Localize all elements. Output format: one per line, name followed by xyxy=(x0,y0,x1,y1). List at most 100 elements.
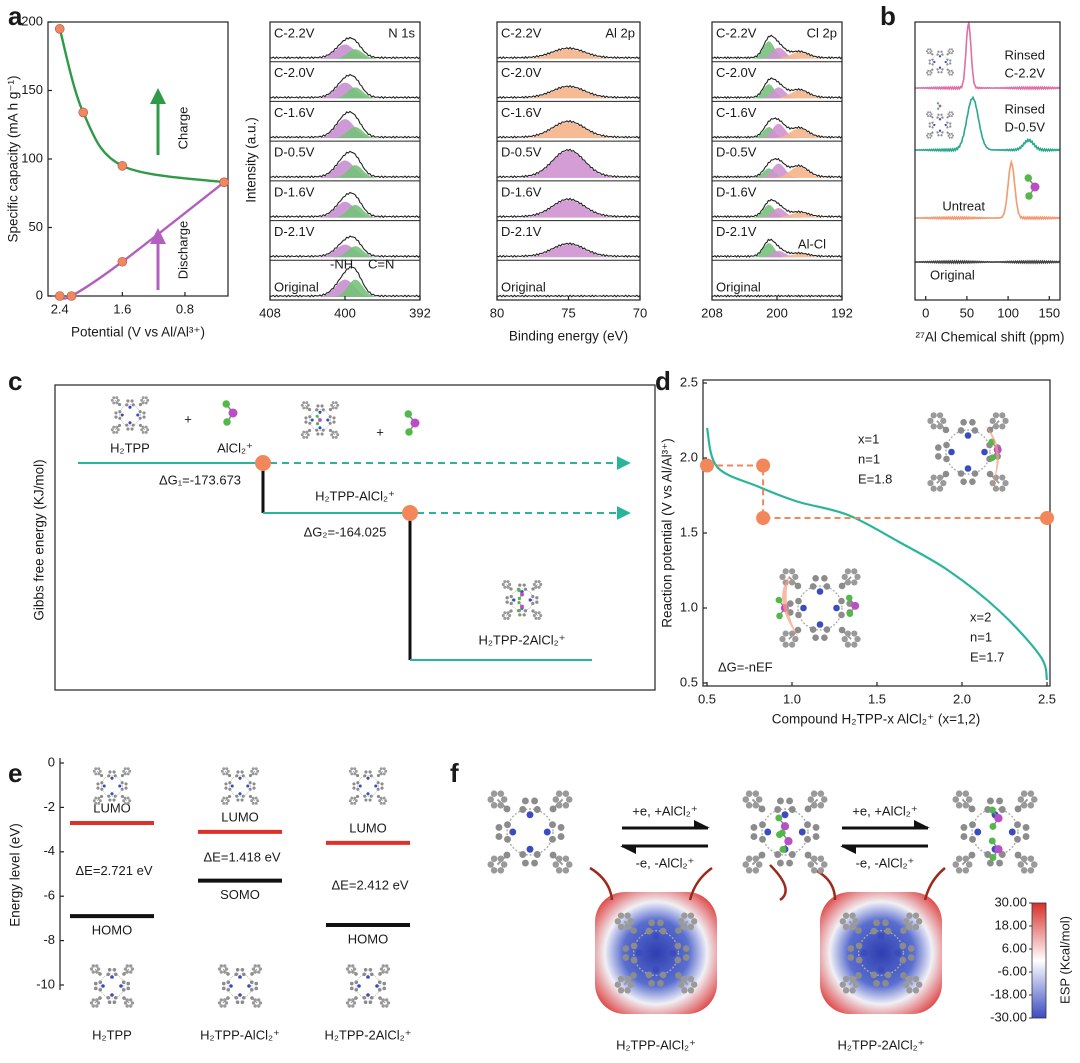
x-tick-label: 1.0 xyxy=(783,691,801,706)
fit-component xyxy=(270,127,420,139)
colorbar-tick-label: 6.00 xyxy=(1002,940,1027,955)
marker xyxy=(700,458,714,473)
annotation: E=1.8 xyxy=(858,471,892,486)
row-label: C-2.0V xyxy=(716,65,757,80)
species-label: AlCl₂⁺ xyxy=(217,440,253,455)
row-label: C-2.0V xyxy=(274,65,315,80)
annotation: -NH xyxy=(330,256,353,271)
annotation: n=1 xyxy=(970,629,992,644)
marker xyxy=(117,256,128,267)
swoosh xyxy=(985,425,999,490)
species-label: H₂TPP-AlCl₂⁺ xyxy=(315,488,395,503)
marker xyxy=(219,177,229,188)
envelope xyxy=(496,46,641,60)
y-tick-label: 0 xyxy=(48,754,55,769)
state-dot xyxy=(255,455,271,471)
gap-label: ΔE=1.418 eV xyxy=(204,850,281,865)
x-tick-label: 0.5 xyxy=(698,691,716,706)
row-label: C-1.6V xyxy=(274,105,315,120)
x-tick-label: 0 xyxy=(922,305,929,320)
envelope xyxy=(711,238,843,258)
envelope xyxy=(269,235,421,258)
plus: + xyxy=(376,424,384,439)
molecule xyxy=(501,579,543,621)
fit-component xyxy=(712,52,842,59)
esp-map xyxy=(595,892,717,1014)
fit-component xyxy=(712,47,842,59)
envelope xyxy=(269,36,421,60)
row-label: D-1.6V xyxy=(716,184,757,199)
panel-label: c xyxy=(8,366,22,396)
fit-component xyxy=(270,279,420,297)
marker xyxy=(756,511,771,525)
fit-component xyxy=(712,90,842,99)
y-tick-label: 150 xyxy=(21,82,43,97)
row-label: C-1.6V xyxy=(716,105,757,120)
annotation: x=1 xyxy=(858,431,879,446)
fit-component xyxy=(270,244,420,258)
y-tick-label: 0 xyxy=(36,287,43,302)
marker xyxy=(54,24,65,34)
molecule-label: H₂TPP-2AlCl₂⁺ xyxy=(324,1027,411,1042)
species-label: H₂TPP xyxy=(110,440,150,455)
row-label: D-1.6V xyxy=(501,184,542,199)
envelope xyxy=(711,34,843,60)
panel-title: N 1s xyxy=(388,25,415,40)
row-label: D-2.1V xyxy=(501,224,542,239)
colorbar-label: ESP (Kcal/mol) xyxy=(1057,916,1072,1004)
fit-component xyxy=(712,208,842,218)
colorbar-tick-label: 18.00 xyxy=(994,917,1027,932)
arrow-head xyxy=(914,820,930,828)
x-axis-label: Potential (V vs Al/Al³⁺) xyxy=(71,325,205,340)
row-label: D-0.5V xyxy=(274,145,315,160)
esp-map xyxy=(820,892,942,1014)
y-tick-label: 0.5 xyxy=(680,674,698,689)
envelope xyxy=(711,198,843,219)
y-tick-label: 50 xyxy=(29,219,43,234)
marker xyxy=(117,161,128,171)
ion xyxy=(778,828,794,854)
molecule xyxy=(778,567,862,649)
marker xyxy=(756,458,771,473)
arrow-head xyxy=(150,228,166,244)
fit-component xyxy=(270,44,420,59)
fit-component xyxy=(270,119,420,139)
y-tick-label: 1.5 xyxy=(680,524,698,539)
colorbar-tick-label: -18.00 xyxy=(990,986,1027,1001)
x-tick-label: 0.8 xyxy=(176,301,194,316)
gap-label: ΔE=2.721 eV xyxy=(76,863,153,878)
row-label: D-0.5V xyxy=(501,145,542,160)
delta-g: ΔG₁=-173.673 xyxy=(159,472,241,487)
marker xyxy=(54,291,65,301)
spectrum xyxy=(914,22,1061,91)
y-tick-label: -2 xyxy=(43,799,55,814)
ion xyxy=(936,101,942,111)
fit-component xyxy=(270,279,420,297)
annotation: x=2 xyxy=(970,609,991,624)
x-axis-label: Binding energy (eV) xyxy=(509,329,628,344)
panel-label: b xyxy=(880,1,896,31)
x-tick-label: 150 xyxy=(1038,305,1060,320)
delta-g: ΔG₂=-164.025 xyxy=(304,524,387,539)
fit-component xyxy=(270,87,420,99)
row-label: C-2.2V xyxy=(274,25,315,40)
colorbar xyxy=(1031,902,1047,1019)
arrow-head xyxy=(840,846,856,854)
species-label: H₂TPP-2AlCl₂⁺ xyxy=(478,632,565,647)
row-label: Original xyxy=(501,279,546,294)
fit-component xyxy=(270,201,420,218)
row-label: D-0.5V xyxy=(716,145,757,160)
y-tick-label: 2.0 xyxy=(680,449,698,464)
frame xyxy=(914,21,1061,301)
envelope xyxy=(711,157,843,179)
spectrum-label: D-0.5V xyxy=(1005,119,1046,134)
x-tick-label: 208 xyxy=(701,305,723,320)
molecule xyxy=(951,789,1039,875)
ion-icon xyxy=(221,399,239,427)
molecule xyxy=(217,963,263,1009)
x-tick-label: 75 xyxy=(561,305,575,320)
fit-component xyxy=(497,150,640,178)
frame xyxy=(54,384,656,691)
x-tick-label: 392 xyxy=(409,305,431,320)
x-tick-label: 408 xyxy=(259,305,281,320)
